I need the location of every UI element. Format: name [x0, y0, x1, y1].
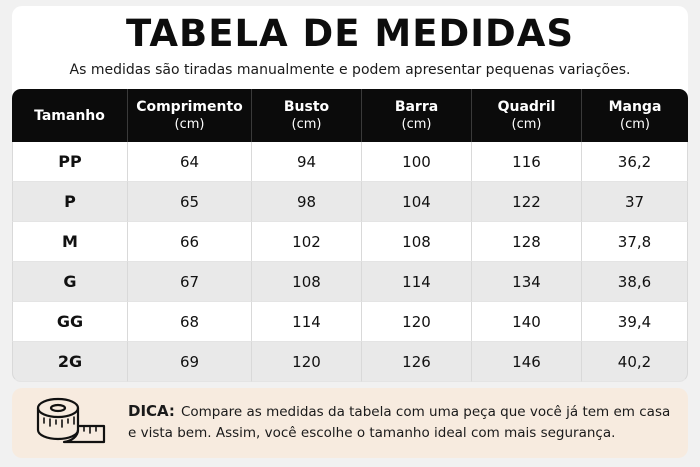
table-cell: 128 [472, 222, 582, 262]
table-cell: 67 [128, 262, 252, 302]
table-cell: 114 [362, 262, 472, 302]
tip-body: Compare as medidas da tabela com uma peç… [128, 404, 671, 441]
column-header-bust: Busto (cm) [252, 89, 362, 142]
table-cell: 120 [362, 302, 472, 342]
size-table: Tamanho Comprimento (cm) Busto (cm) Barra(… [12, 89, 688, 382]
table-header-row: Tamanho Comprimento (cm) Busto (cm) Barra(… [12, 89, 688, 142]
table-cell: 100 [362, 142, 472, 182]
table-cell: 116 [472, 142, 582, 182]
size-cell: 2G [12, 342, 128, 382]
size-cell: GG [12, 302, 128, 342]
table-cell: 94 [252, 142, 362, 182]
table-cell: 37 [582, 182, 688, 222]
page-subtitle: As medidas são tiradas manualmente e pod… [69, 62, 631, 78]
tip-label: DICA: [128, 402, 175, 420]
table-cell: 69 [128, 342, 252, 382]
table-cell: 140 [472, 302, 582, 342]
size-cell: PP [12, 142, 128, 182]
size-cell: M [12, 222, 128, 262]
table-cell: 146 [472, 342, 582, 382]
measuring-tape-icon [36, 397, 106, 444]
column-header-sleeve: Manga (cm) [582, 89, 688, 142]
table-cell: 108 [252, 262, 362, 302]
column-header-size: Tamanho [12, 89, 128, 142]
table-cell: 114 [252, 302, 362, 342]
tip-text: DICA: Compare as medidas da tabela com um… [128, 401, 676, 444]
table-row: GG 68 114 120 140 39,4 [12, 302, 688, 342]
table-cell: 39,4 [582, 302, 688, 342]
table-cell: 66 [128, 222, 252, 262]
table-row: P 65 98 104 122 37 [12, 182, 688, 222]
table-cell: 108 [362, 222, 472, 262]
table-cell: 98 [252, 182, 362, 222]
table-cell: 38,6 [582, 262, 688, 302]
page-title: TABELA DE MEDIDAS [125, 12, 574, 55]
column-header-hem: Barra (cm) [362, 89, 472, 142]
table-cell: 64 [128, 142, 252, 182]
table-row: 2G 69 120 126 146 40,2 [12, 342, 688, 382]
column-header-hip: Quadril (cm) [472, 89, 582, 142]
table-cell: 120 [252, 342, 362, 382]
table-cell: 68 [128, 302, 252, 342]
table-row: G 67 108 114 134 38,6 [12, 262, 688, 302]
table-cell: 104 [362, 182, 472, 222]
table-row: M 66 102 108 128 37,8 [12, 222, 688, 262]
tip-box: DICA: Compare as medidas da tabela com um… [12, 388, 688, 458]
table-cell: 37,8 [582, 222, 688, 262]
size-cell: G [12, 262, 128, 302]
table-cell: 102 [252, 222, 362, 262]
table-cell: 65 [128, 182, 252, 222]
table-cell: 122 [472, 182, 582, 222]
table-cell: 36,2 [582, 142, 688, 182]
table-cell: 134 [472, 262, 582, 302]
table-row: PP 64 94 100 116 36,2 [12, 142, 688, 182]
column-header-length: Comprimento (cm) [128, 89, 252, 142]
size-cell: P [12, 182, 128, 222]
table-cell: 40,2 [582, 342, 688, 382]
table-cell: 126 [362, 342, 472, 382]
